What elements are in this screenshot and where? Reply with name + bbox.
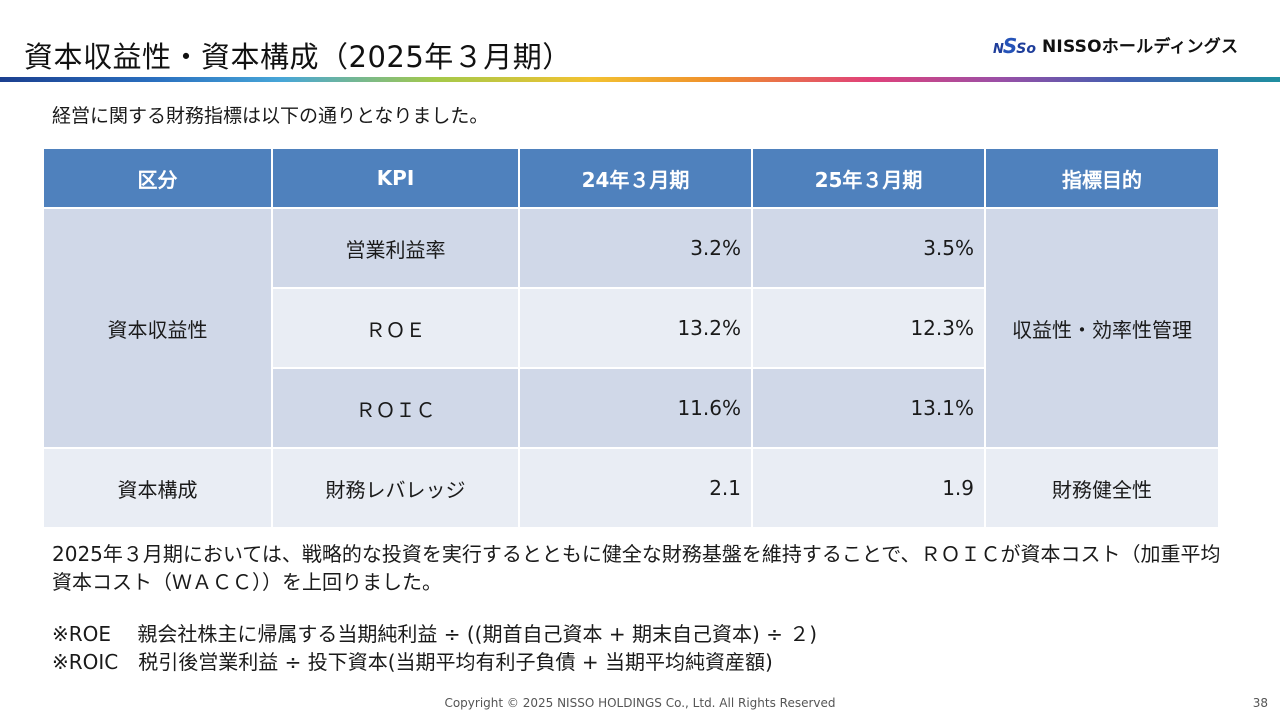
column-header-kpi: KPI xyxy=(271,147,520,209)
table-header-row: 区分 KPI 24年３月期 25年３月期 指標目的 xyxy=(42,147,1220,209)
logo-text: NISSOホールディングス xyxy=(1042,36,1239,57)
fy25-value-cell: 1.9 xyxy=(751,447,986,529)
footnotes: ※ROE 親会社株主に帰属する当期純利益 ÷ ((期首自己資本 + 期末自己資本… xyxy=(52,620,817,676)
column-header-fy24: 24年３月期 xyxy=(518,147,753,209)
lead-text: 経営に関する財務指標は以下の通りとなりました。 xyxy=(52,105,489,127)
footnote-roe: ※ROE 親会社株主に帰属する当期純利益 ÷ ((期首自己資本 + 期末自己資本… xyxy=(52,622,818,646)
fy24-value-cell: 13.2% xyxy=(518,287,753,369)
fy24-value-cell: 2.1 xyxy=(518,447,753,529)
summary-text: 2025年３月期においては、戦略的な投資を実行するとともに健全な財務基盤を維持す… xyxy=(52,542,1221,594)
table-row: 資本収益性 営業利益率 3.2% 3.5% 収益性・効率性管理 xyxy=(42,207,1220,449)
column-header-purpose: 指標目的 xyxy=(984,147,1220,209)
category-cell: 資本収益性 xyxy=(42,207,273,449)
kpi-cell: 営業利益率 xyxy=(271,207,520,289)
fy25-value-cell: 3.5% xyxy=(751,207,986,289)
kpi-cell: ＲＯＥ xyxy=(271,287,520,369)
fy24-value-cell: 11.6% xyxy=(518,367,753,449)
fy25-value-cell: 13.1% xyxy=(751,367,986,449)
column-header-category: 区分 xyxy=(42,147,273,209)
table-row: ＲＯＩＣ 11.6% 13.1% xyxy=(43,367,1219,449)
table-row: ＲＯＥ 13.2% 12.3% xyxy=(43,287,1219,369)
category-cell: 資本構成 xyxy=(42,447,273,529)
kpi-cell: 財務レバレッジ xyxy=(271,447,520,529)
kpi-cell: ＲＯＩＣ xyxy=(271,367,520,449)
company-logo: N S So NISSOホールディングス xyxy=(993,32,1239,58)
footnote-roic: ※ROIC 税引後営業利益 ÷ 投下資本(当期平均有利子負債 + 当期平均純資産… xyxy=(52,650,773,674)
kpi-table: 区分 KPI 24年３月期 25年３月期 指標目的 資本収益性 営業利益率 3.… xyxy=(42,147,1220,529)
fy25-value-cell: 12.3% xyxy=(751,287,986,369)
column-header-fy25: 25年３月期 xyxy=(751,147,986,209)
purpose-cell: 収益性・効率性管理 xyxy=(984,207,1220,449)
page-title: 資本収益性・資本構成（2025年３月期） xyxy=(24,40,572,74)
title-divider xyxy=(0,77,1280,82)
page-number: 38 xyxy=(1252,696,1268,710)
logo-mark-icon: N S So xyxy=(993,34,1036,58)
purpose-cell: 財務健全性 xyxy=(984,447,1220,529)
fy24-value-cell: 3.2% xyxy=(518,207,753,289)
copyright: Copyright © 2025 NISSO HOLDINGS Co., Ltd… xyxy=(444,696,836,710)
table-row: 資本構成 財務レバレッジ 2.1 1.9 財務健全性 xyxy=(42,447,1220,529)
